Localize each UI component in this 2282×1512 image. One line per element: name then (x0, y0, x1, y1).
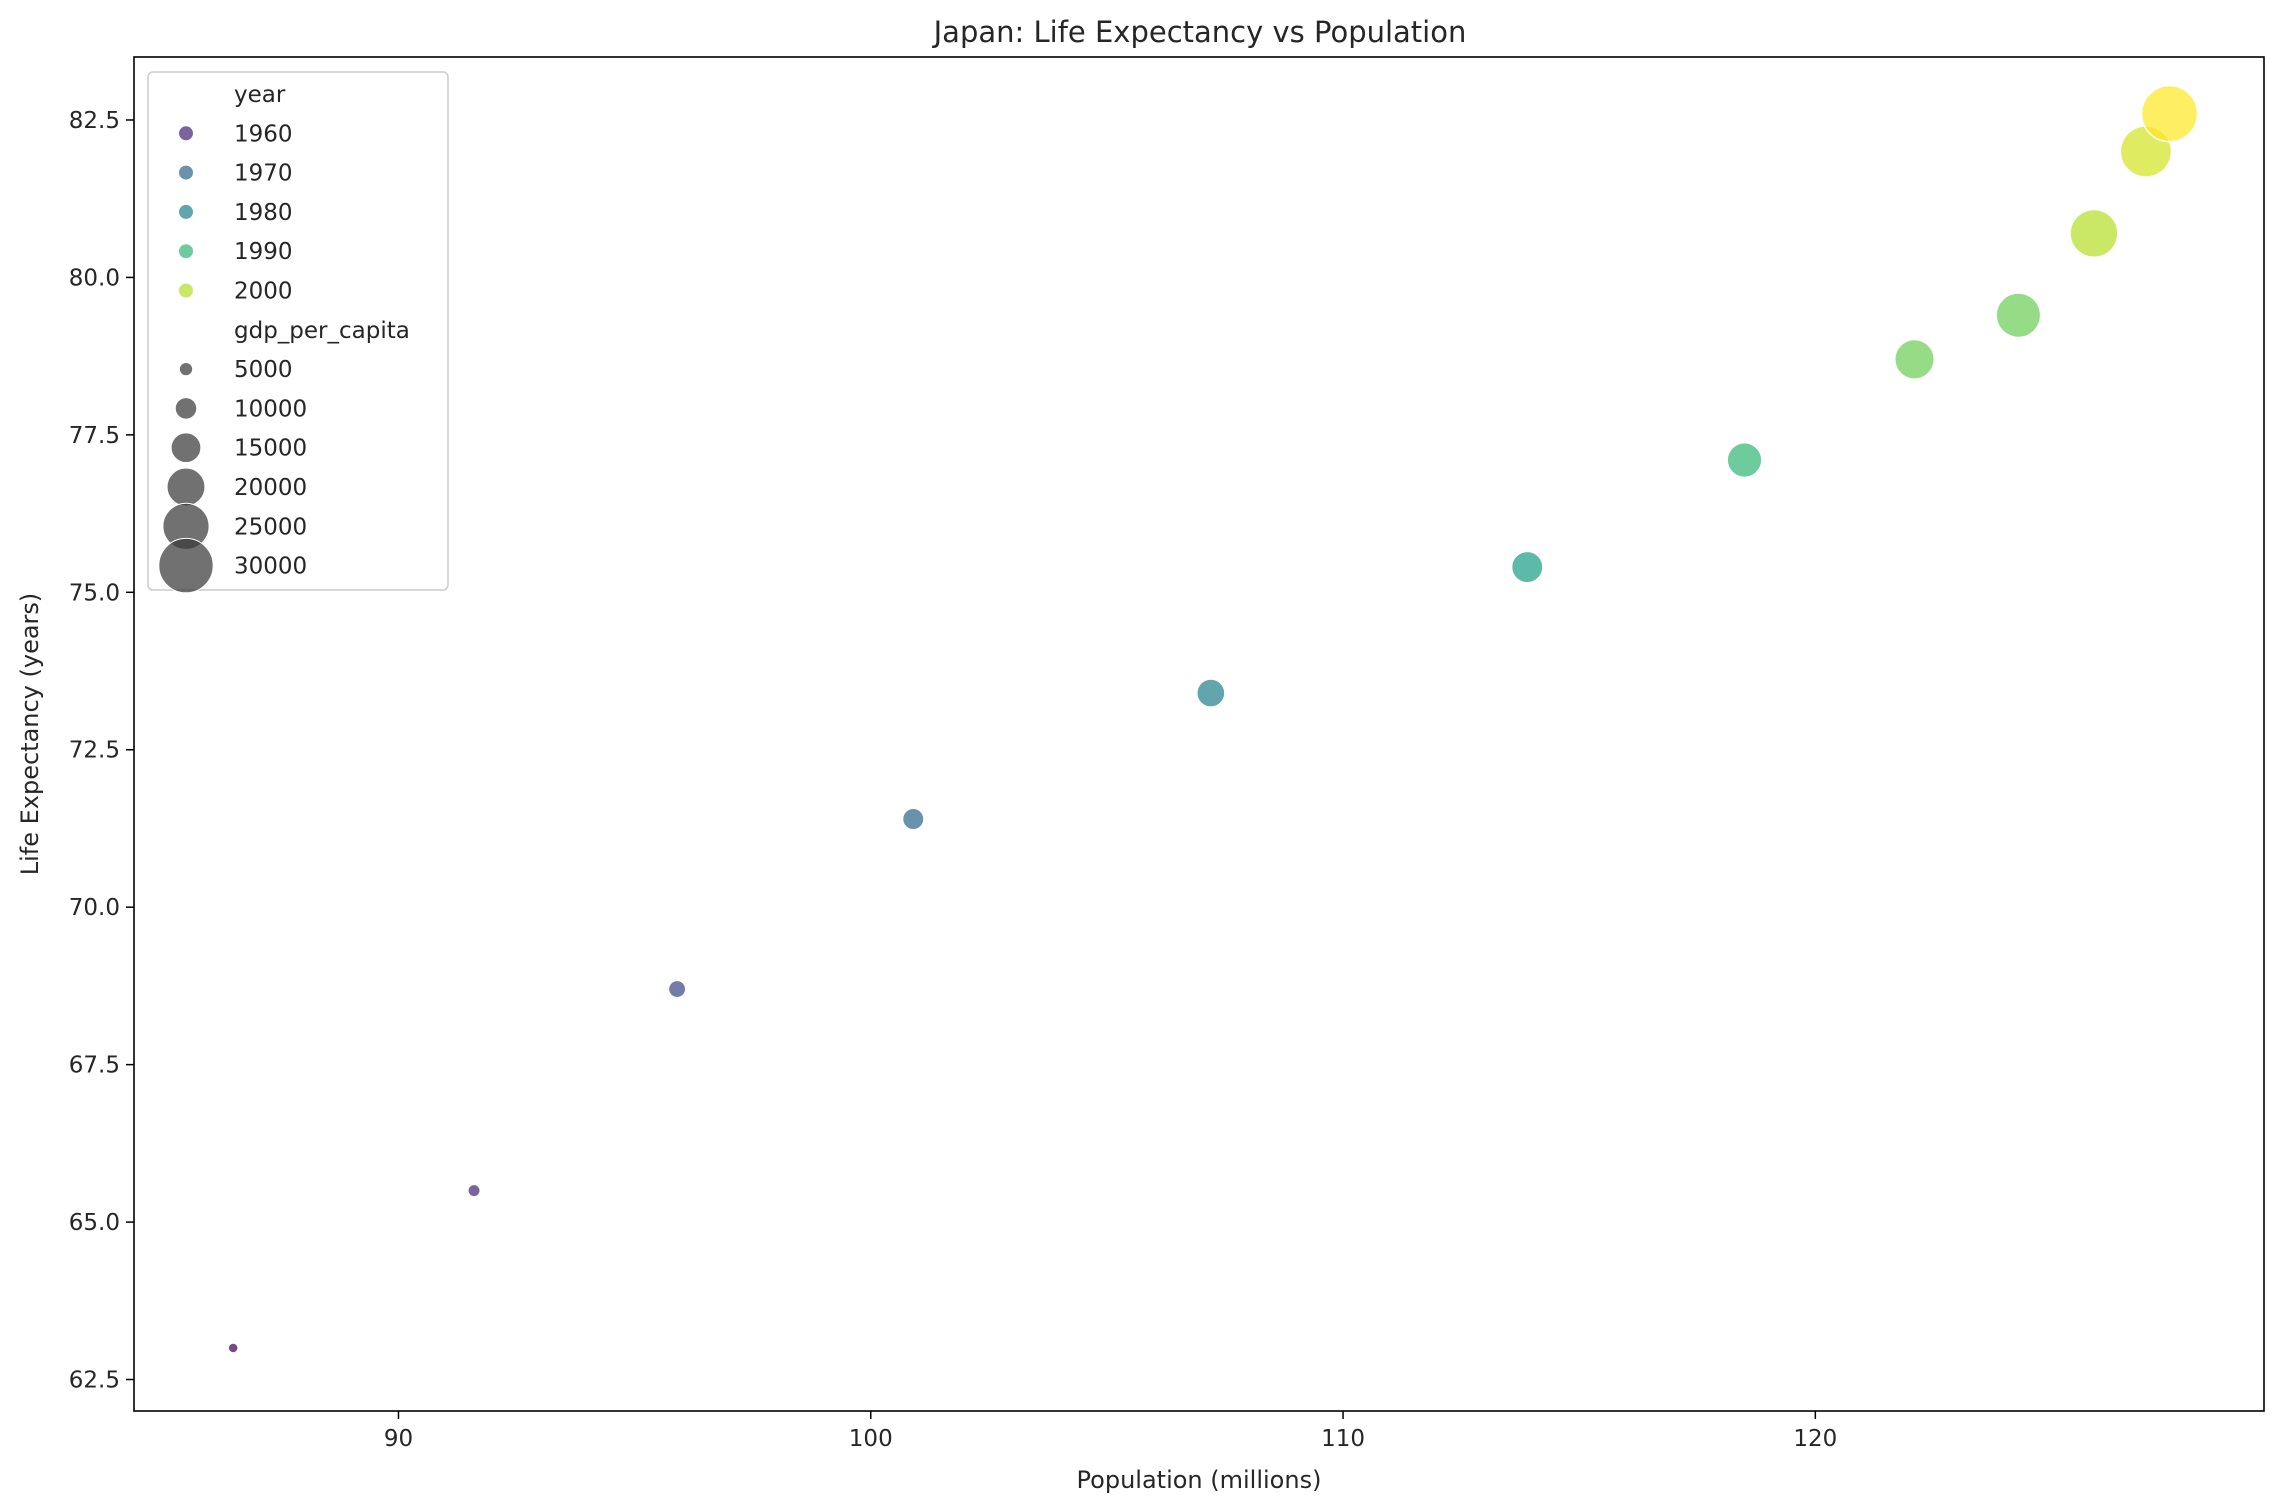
y-axis-title: Life Expectancy (years) (16, 593, 44, 876)
legend-size-label: 25000 (234, 514, 307, 540)
data-point-1965 (667, 979, 687, 999)
y-tick-label: 67.5 (69, 1053, 120, 1079)
legend-size-marker (174, 397, 198, 420)
data-point-1975 (1196, 678, 1226, 708)
legend-hue-title: year (234, 82, 286, 108)
data-point-1970 (901, 807, 925, 831)
legend-size-marker (170, 432, 202, 464)
x-tick-label: 90 (384, 1426, 413, 1452)
legend-hue-marker (178, 243, 194, 260)
y-tick-label: 75.0 (69, 580, 120, 606)
y-tick-label: 72.5 (69, 738, 120, 764)
legend: year 1960 1970 1980 1990 2000 gdp_per_capita 50… (147, 71, 449, 594)
y-tick-label: 77.5 (69, 423, 120, 449)
legend-size-marker (158, 537, 214, 594)
legend-hue-marker (178, 164, 194, 181)
legend-hue-label: 1990 (234, 239, 293, 265)
legend-size-label: 30000 (234, 554, 307, 580)
legend-size-label: 15000 (234, 436, 307, 462)
legend-size-title: gdp_per_capita (234, 318, 410, 344)
legend-size-label: 5000 (234, 357, 293, 383)
x-tick-label: 100 (849, 1426, 893, 1452)
legend-box (147, 71, 449, 591)
data-point-1980 (1510, 550, 1544, 584)
chart-title: Japan: Life Expectancy vs Population (932, 15, 1467, 49)
data-point-2010 (2140, 84, 2199, 143)
legend-hue-marker (178, 125, 194, 142)
data-point-1955 (227, 1342, 239, 1354)
legend-hue-marker (178, 203, 194, 220)
data-point-1990 (1893, 338, 1936, 380)
y-tick-label: 82.5 (69, 108, 120, 134)
y-tick-label: 70.0 (69, 895, 120, 921)
legend-size-label: 10000 (234, 396, 307, 422)
y-tick-label: 65.0 (69, 1210, 120, 1236)
legend-size-marker (166, 467, 206, 507)
legend-hue-label: 2000 (234, 279, 293, 305)
data-point-1960 (467, 1183, 482, 1198)
legend-size-marker (178, 361, 194, 377)
x-tick-label: 120 (1793, 1426, 1837, 1452)
legend-hue-marker (178, 282, 194, 299)
data-point-1995 (1995, 292, 2042, 339)
y-tick-label: 80.0 (69, 265, 120, 291)
x-axis-title: Population (millions) (1077, 1466, 1322, 1494)
legend-hue-label: 1960 (234, 121, 293, 147)
legend-size-label: 20000 (234, 475, 307, 501)
legend-hue-label: 1980 (234, 200, 293, 226)
data-point-2000 (2069, 208, 2119, 258)
legend-hue-label: 1970 (234, 161, 293, 187)
plot-area-frame (133, 56, 2265, 1412)
data-point-1985 (1726, 441, 1763, 479)
y-tick-label: 62.5 (69, 1368, 120, 1394)
x-tick-label: 110 (1321, 1426, 1365, 1452)
